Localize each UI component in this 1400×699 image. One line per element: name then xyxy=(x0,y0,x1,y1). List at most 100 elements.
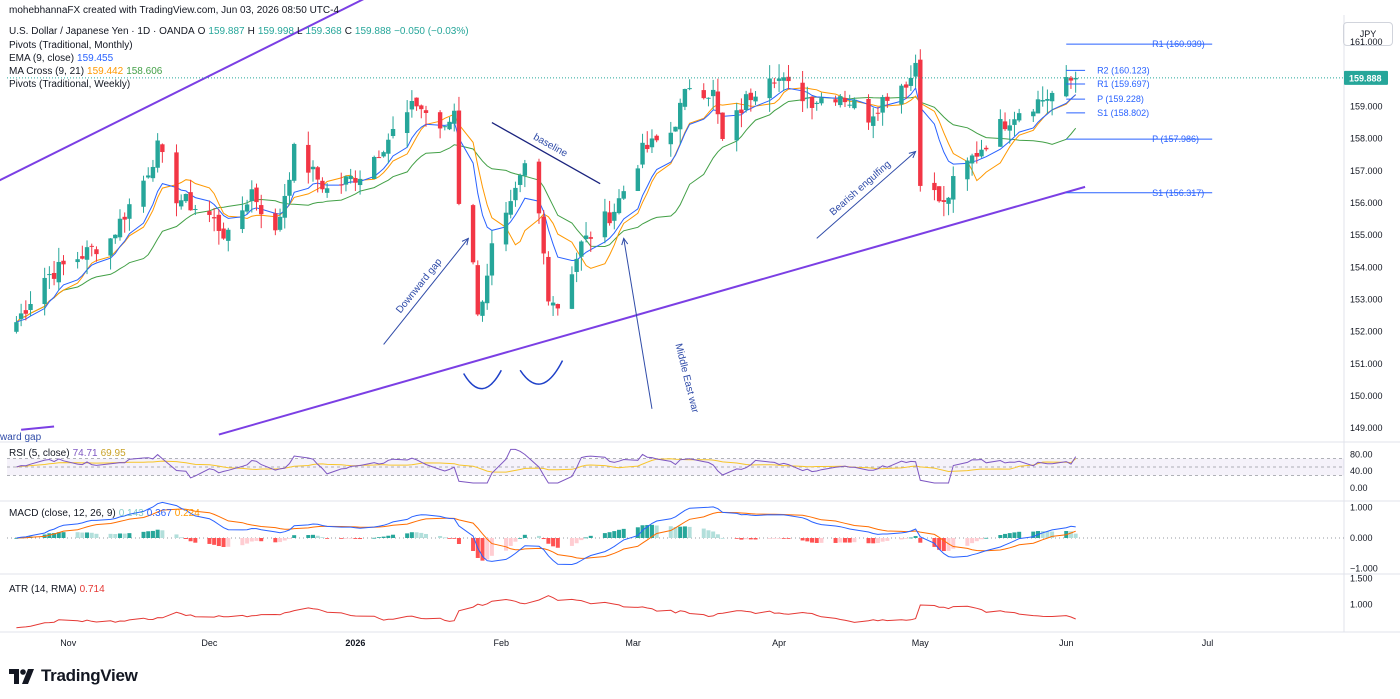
candle-body[interactable] xyxy=(437,112,443,129)
candle-body[interactable] xyxy=(979,149,984,157)
candle-body[interactable] xyxy=(160,144,165,153)
candle-body[interactable] xyxy=(291,143,297,181)
atr-legend[interactable]: ATR (14, RMA) 0.714 xyxy=(9,584,105,595)
candle-body[interactable] xyxy=(484,275,490,304)
candle-body[interactable] xyxy=(866,98,871,123)
candle-body[interactable] xyxy=(555,304,561,309)
candle-body[interactable] xyxy=(743,94,749,111)
candle-body[interactable] xyxy=(1016,113,1022,121)
candle-body[interactable] xyxy=(621,191,626,199)
candle-body[interactable] xyxy=(984,147,989,150)
pattern-arc[interactable] xyxy=(519,360,564,385)
candle-body[interactable] xyxy=(240,210,245,230)
candle-body[interactable] xyxy=(522,163,528,176)
rsi-legend[interactable]: RSI (5, close) 74.71 69.95 xyxy=(9,448,126,459)
candle-body[interactable] xyxy=(282,195,287,218)
candle-body[interactable] xyxy=(1031,111,1036,117)
candle-body[interactable] xyxy=(480,301,485,316)
candle-body[interactable] xyxy=(277,216,283,230)
candle-body[interactable] xyxy=(838,96,843,106)
candle-body[interactable] xyxy=(809,96,815,108)
candle-body[interactable] xyxy=(141,180,146,207)
candle-body[interactable] xyxy=(847,104,852,106)
downward-gap-arrow[interactable] xyxy=(383,238,469,345)
candle-body[interactable] xyxy=(682,88,688,107)
candle-body[interactable] xyxy=(710,89,716,97)
candle-body[interactable] xyxy=(18,313,24,319)
candle-body[interactable] xyxy=(287,179,292,196)
candle-body[interactable] xyxy=(706,97,711,99)
candle-body[interactable] xyxy=(211,217,217,219)
candle-body[interactable] xyxy=(357,178,363,186)
candle-body[interactable] xyxy=(786,76,791,82)
candle-body[interactable] xyxy=(470,205,476,263)
candle-body[interactable] xyxy=(381,152,386,157)
candle-body[interactable] xyxy=(226,229,231,241)
candle-body[interactable] xyxy=(315,167,320,180)
baseline-line[interactable] xyxy=(491,121,601,185)
candle-body[interactable] xyxy=(254,187,259,203)
candle-body[interactable] xyxy=(1007,125,1012,131)
candle-body[interactable] xyxy=(908,77,914,86)
candle-body[interactable] xyxy=(616,198,622,214)
candle-body[interactable] xyxy=(310,166,316,170)
candle-body[interactable] xyxy=(852,99,857,109)
candle-body[interactable] xyxy=(871,116,876,126)
candle-body[interactable] xyxy=(946,197,951,204)
candle-body[interactable] xyxy=(259,205,264,215)
pattern-arc[interactable] xyxy=(463,369,502,390)
candle-body[interactable] xyxy=(579,241,584,257)
candle-body[interactable] xyxy=(913,62,918,77)
candle-body[interactable] xyxy=(339,184,344,186)
candle-body[interactable] xyxy=(475,265,480,315)
candle-body[interactable] xyxy=(28,303,33,311)
candle-body[interactable] xyxy=(932,182,937,191)
candle-body[interactable] xyxy=(146,175,151,178)
candle-body[interactable] xyxy=(174,152,179,204)
candle-body[interactable] xyxy=(602,211,608,238)
candle-body[interactable] xyxy=(108,238,113,256)
candle-body[interactable] xyxy=(936,186,942,202)
candle-body[interactable] xyxy=(150,166,156,179)
candle-body[interactable] xyxy=(720,112,725,140)
candle-body[interactable] xyxy=(842,97,848,103)
candle-body[interactable] xyxy=(814,102,819,105)
candle-body[interactable] xyxy=(207,211,212,215)
candle-body[interactable] xyxy=(734,110,739,141)
candle-body[interactable] xyxy=(75,259,80,263)
candle-body[interactable] xyxy=(372,156,377,179)
macd-line[interactable] xyxy=(16,501,1076,566)
trendline[interactable] xyxy=(21,425,55,431)
candle-body[interactable] xyxy=(216,214,222,231)
candle-body[interactable] xyxy=(442,126,448,128)
macd-legend[interactable]: MACD (close, 12, 26, 9) 0.143 0.367 0.224 xyxy=(9,508,200,519)
candle-body[interactable] xyxy=(23,310,29,314)
candle-body[interactable] xyxy=(569,274,575,309)
candle-body[interactable] xyxy=(42,277,47,305)
candle-body[interactable] xyxy=(687,88,692,90)
candle-body[interactable] xyxy=(805,97,810,99)
candle-body[interactable] xyxy=(1073,77,1078,80)
candle-body[interactable] xyxy=(772,82,777,84)
currency-button[interactable]: JPY xyxy=(1343,22,1393,46)
trendline[interactable] xyxy=(218,185,1086,436)
candle-body[interactable] xyxy=(654,135,659,141)
candle-body[interactable] xyxy=(965,160,970,180)
candle-body[interactable] xyxy=(508,201,513,215)
candle-body[interactable] xyxy=(546,256,551,302)
candle-body[interactable] xyxy=(941,200,947,202)
candle-body[interactable] xyxy=(715,91,721,115)
candle-body[interactable] xyxy=(875,112,881,114)
candle-body[interactable] xyxy=(386,139,391,154)
candle-body[interactable] xyxy=(635,168,641,191)
candle-body[interactable] xyxy=(668,132,673,145)
candle-body[interactable] xyxy=(899,85,904,105)
candle-body[interactable] xyxy=(456,110,462,204)
candle-body[interactable] xyxy=(193,208,198,211)
ma-cross-legend[interactable]: MA Cross (9, 21) 159.442 158.606 xyxy=(9,66,163,77)
candle-body[interactable] xyxy=(607,212,612,224)
candle-body[interactable] xyxy=(800,82,805,102)
candle-body[interactable] xyxy=(880,97,885,113)
candle-body[interactable] xyxy=(47,274,52,276)
